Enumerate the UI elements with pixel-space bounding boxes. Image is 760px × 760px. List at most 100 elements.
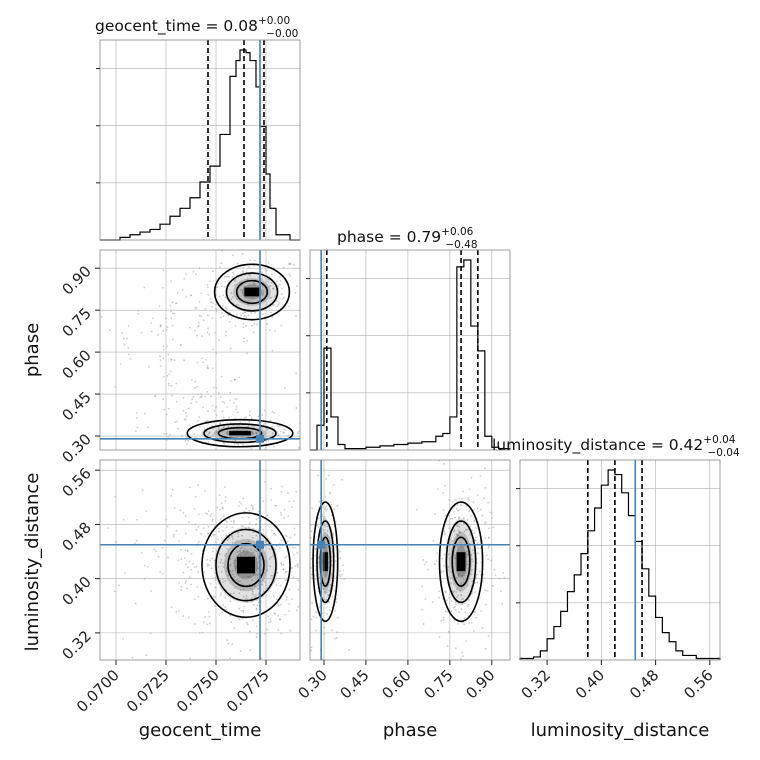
scatter-point [475, 574, 478, 576]
scatter-point [194, 623, 197, 625]
scatter-point [456, 504, 459, 506]
contour-panel [201, 512, 291, 619]
scatter-point [196, 361, 199, 364]
scatter-point [266, 323, 269, 325]
scatter-point [266, 628, 269, 631]
scatter-point [249, 410, 251, 413]
scatter-point [207, 294, 210, 296]
scatter-point [464, 611, 467, 614]
scatter-point [221, 530, 224, 532]
scatter-point [325, 505, 328, 507]
scatter-point [260, 278, 263, 280]
scatter-point [241, 269, 244, 272]
scatter-point [451, 539, 453, 542]
scatter-point [220, 558, 223, 561]
scatter-point [219, 266, 222, 269]
scatter-point [484, 486, 487, 489]
scatter-point [280, 490, 283, 493]
scatter-point [241, 516, 244, 519]
scatter-point [231, 643, 234, 646]
scatter-point [267, 262, 270, 264]
scatter-point [293, 500, 295, 503]
scatter-point [461, 651, 463, 654]
scatter-point [226, 639, 228, 641]
scatter-point [331, 595, 333, 598]
scatter-point [228, 416, 230, 419]
scatter-point [179, 456, 181, 458]
scatter-point [136, 518, 139, 521]
scatter-point [233, 443, 236, 445]
scatter-point [341, 573, 343, 576]
scatter-point [220, 375, 223, 378]
scatter-point [328, 609, 331, 612]
scatter-point [236, 297, 239, 300]
scatter-point [288, 610, 290, 612]
scatter-point [190, 447, 192, 449]
scatter-point [470, 593, 473, 596]
scatter-point [167, 435, 170, 438]
scatter-point [283, 387, 286, 389]
scatter-point [201, 433, 204, 435]
scatter-point [322, 506, 324, 509]
scatter-point [477, 455, 479, 457]
scatter-point [440, 619, 443, 622]
scatter-point [211, 404, 214, 407]
scatter-point [125, 337, 128, 340]
scatter-point [288, 603, 291, 605]
scatter-point [209, 515, 212, 517]
scatter-point [293, 533, 296, 536]
scatter-point [180, 548, 182, 551]
scatter-point [470, 573, 473, 576]
scatter-point [196, 586, 199, 588]
scatter-point [297, 579, 300, 582]
scatter-point [310, 530, 313, 533]
scatter-point [165, 345, 168, 347]
scatter-point [487, 558, 490, 561]
scatter-point [247, 314, 250, 317]
scatter-point [224, 334, 227, 337]
scatter-point [262, 290, 265, 293]
scatter-point [233, 284, 236, 287]
y-tick-label: 0.40 [58, 573, 94, 609]
scatter-point [468, 599, 470, 601]
scatter-point [182, 615, 185, 617]
scatter-point [245, 315, 248, 318]
scatter-point [460, 598, 463, 601]
scatter-point [184, 549, 187, 552]
scatter-point [268, 285, 271, 287]
x-tick-label: 0.32 [518, 666, 554, 702]
grid-layer [100, 40, 720, 660]
scatter-point [207, 597, 209, 600]
scatter-point [436, 552, 439, 555]
scatter-point [208, 564, 211, 567]
scatter-point [152, 317, 154, 320]
scatter-point [205, 430, 208, 433]
scatter-point [212, 547, 215, 549]
scatter-point [240, 288, 242, 291]
scatter-point [457, 575, 460, 577]
scatter-point [475, 527, 477, 529]
scatter-point [462, 655, 464, 658]
scatter-point [320, 456, 322, 458]
scatter-point [292, 546, 294, 549]
scatter-point [206, 513, 209, 515]
scatter-point [246, 623, 249, 626]
scatter-point [235, 244, 237, 246]
scatter-point [235, 303, 238, 306]
scatter-point [240, 525, 243, 527]
scatter-point [249, 259, 252, 262]
scatter-point [304, 486, 306, 488]
scatter-point [254, 549, 256, 552]
scatter-point [256, 323, 259, 326]
histogram-layer [100, 40, 721, 660]
scatter-point [249, 274, 252, 277]
scatter-point [331, 503, 333, 506]
scatter-point [315, 569, 317, 572]
scatter-point [468, 510, 470, 513]
scatter-point [184, 532, 187, 535]
scatter-point [240, 453, 242, 455]
scatter-point [461, 574, 464, 577]
scatter-point [460, 594, 462, 597]
scatter-point [193, 566, 196, 568]
scatter-point [325, 582, 327, 585]
